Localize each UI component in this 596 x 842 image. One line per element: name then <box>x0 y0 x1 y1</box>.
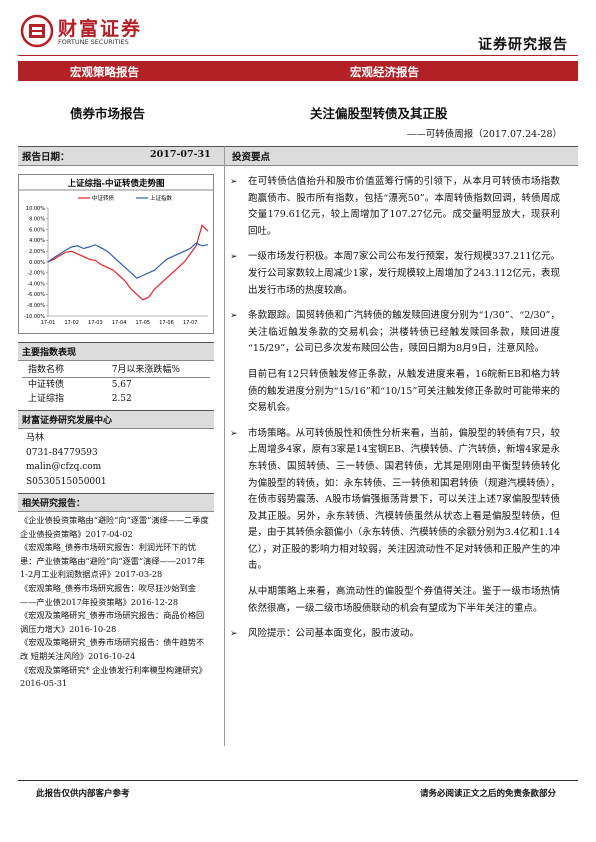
center-title: 财富证券研究发展中心 <box>18 410 214 429</box>
y-tick-label: 8.00% <box>29 217 45 223</box>
summary-item: ➢ 风险提示：公司基本面变化，股市波动。 <box>230 626 560 643</box>
y-tick-label: -8.00% <box>27 303 45 309</box>
summary-text: 条款跟踪。国贸转债和广汽转债的触发赎回进度分别为“1/30”、“2/30”，关注… <box>248 310 560 355</box>
info-bar <box>18 146 578 166</box>
summary-item: 目前已有12只转债触发修正条款，从触发进度来看，16皖新EB和格力转债的触发进度… <box>230 367 560 417</box>
summary-item: 从中期策略上来看，高流动性的偏股型个券值得关注。鉴于一级市场热情依然很高，一级二… <box>230 584 560 617</box>
related-item: 《宏观策略_债券市场研究报告：吹尽狂沙始到金——产业债2017年投资策略》201… <box>20 582 197 607</box>
table-cell: 上证综指 <box>28 394 65 404</box>
summary-text: 在可转债估值抬升和股市价值蓝筹行情的引领下，从本月可转债市场指数跑赢债市、股市所… <box>248 176 560 237</box>
report-subtitle: ——可转债周报（2017.07.24-28） <box>406 129 562 140</box>
bullet: ➢ <box>230 311 238 322</box>
logo-subtext: FORTUNE SECURITIES <box>58 38 129 46</box>
contact-line: 0731-84779593 <box>26 447 98 458</box>
summary-text: 风险提示：公司基本面变化，股市波动。 <box>248 628 420 640</box>
date-label: 报告日期： <box>22 152 70 163</box>
y-tick-label: -6.00% <box>27 292 45 298</box>
bullet: ➢ <box>230 629 238 640</box>
related-item: 《宏观及策略研究* 企业债发行利率模型构建研究》2016-05-31 <box>20 664 207 689</box>
bullet: ➢ <box>230 252 238 263</box>
table-cell: 7月以来涨跌幅% <box>111 365 180 375</box>
footer-right: 请务必阅读正文之后的免责条款部分 <box>419 789 556 799</box>
left-column: 主要指数表现指数名称 7月以来涨跌幅% 中证转债 5.67 上证综指 2.52 财富证券研究… <box>18 342 214 693</box>
table-cell: 中证转债 <box>28 380 65 390</box>
line-series <box>47 242 209 279</box>
bullet: ➢ <box>230 177 238 187</box>
legend-label: 上证指数 <box>150 194 173 202</box>
report-title: 关注偏股型转债及其正股 <box>310 106 448 121</box>
x-tick-label: 17-07 <box>183 320 198 326</box>
summary-item: ➢ 在可转债估值抬升和股市价值蓝筹行情的引领下，从本月可转债市场指数跑赢债市、股市… <box>230 174 560 240</box>
bullet: ➢ <box>230 428 238 439</box>
center-info: 马林 0731-84779593 malin@cfzq.com S0530515050… <box>18 429 214 491</box>
summary-heading: 投资要点 <box>232 152 271 163</box>
banner <box>18 61 578 81</box>
related-item: 《宏观策略_债券市场研究报告：利润光环下的忧患：产业债策略由“避险”向“逐雷”演… <box>20 542 205 580</box>
related-title: 相关研究报告： <box>18 493 214 512</box>
x-tick-label: 17-01 <box>41 320 56 326</box>
y-tick-label: 2.00% <box>29 249 45 255</box>
summary-text: 一级市场发行积极。本周7家公司公布发行预案，发行规模337.211亿元。发行公司… <box>248 251 560 296</box>
contact-line: 马林 <box>26 433 45 443</box>
y-tick-label: 4.00% <box>29 238 45 244</box>
summary: ➢ 在可转债估值抬升和股市价值蓝筹行情的引领下，从本月可转债市场指数跑赢债市、股市… <box>230 174 560 652</box>
banner-right: 宏观经济报告 <box>350 65 419 79</box>
summary-item: ➢ 一级市场发行积极。本周7家公司公布发行预案，发行规模337.211亿元。发行公… <box>230 249 560 299</box>
section-title: 债券市场报告 <box>70 106 146 121</box>
x-tick-label: 17-03 <box>88 320 103 326</box>
legend-label: 中证转债 <box>92 194 115 202</box>
summary-text: 市场策略。从可转债股性和债性分析来看，当前，偏股型的转债有7只，较上周增多4家，… <box>248 427 560 572</box>
table-title: 主要指数表现 <box>18 342 214 361</box>
x-tick-label: 17-02 <box>64 320 79 326</box>
y-tick-label: -4.00% <box>27 281 45 287</box>
summary-item: ➢ 条款跟踪。国贸转债和广汽转债的触发赎回进度分别为“1/30”、“2/30”，关… <box>230 308 560 358</box>
footer-rule <box>18 780 578 781</box>
logo-text: 财富证券 <box>58 18 143 40</box>
chart-title: 上证综指-中证转债走势图 <box>67 178 164 189</box>
column-divider <box>224 146 225 746</box>
table-row: 中证转债 5.67 <box>22 378 210 392</box>
date-value: 2017-07-31 <box>150 149 211 160</box>
summary-text: 目前已有12只转债触发修正条款，从触发进度来看，16皖新EB和格力转债的触发进度… <box>248 368 560 414</box>
index-table: 指数名称 7月以来涨跌幅% 中证转债 5.67 上证综指 2.52 <box>18 361 214 408</box>
logo-icon <box>20 14 54 48</box>
contact-line: malin@cfzq.com <box>26 462 102 472</box>
y-tick-label: 10.00% <box>26 206 45 212</box>
summary-item: ➢ 市场策略。从可转债股性和债性分析来看，当前，偏股型的转债有7只，较上周增多4家… <box>230 426 560 575</box>
table-header: 指数名称 7月以来涨跌幅% <box>22 363 210 378</box>
summary-text: 从中期策略上来看，高流动性的偏股型个券值得关注。鉴于一级市场热情依然很高，一级二… <box>248 586 560 614</box>
line-series <box>47 224 209 301</box>
x-tick-label: 17-05 <box>136 320 151 326</box>
chart: 上证综指-中证转债走势图 -10.00% -8.00% -6.00% -4.00% -2.… <box>18 174 214 334</box>
contact-line: S0530515050001 <box>26 476 107 487</box>
doc-type: 证券研究报告 <box>478 37 568 53</box>
related-item: 《宏观及策略研究_债券市场研究报告：商品价格回调压力增大》2016-10-28 <box>20 610 205 634</box>
y-tick-label: 0.00% <box>29 260 45 266</box>
table-cell: 2.52 <box>111 394 132 404</box>
table-cell: 5.67 <box>111 380 132 390</box>
y-tick-label: -2.00% <box>27 271 45 277</box>
x-tick-label: 17-04 <box>112 320 127 326</box>
related-item: 《宏观及策略研究_债券市场研究报告：债牛趋势不改 短期关注风险》2016-10-… <box>20 637 205 661</box>
y-tick-label: 6.00% <box>29 227 45 233</box>
rule <box>18 55 578 56</box>
table-row: 上证综指 2.52 <box>22 392 210 406</box>
y-tick-label: -10.00% <box>24 314 45 320</box>
table-cell: 指数名称 <box>28 365 65 375</box>
x-tick-label: 17-06 <box>159 320 174 326</box>
footer-left: 此报告仅供内部客户参考 <box>36 789 130 799</box>
related-item: 《企业债投资策略由“避险”向“逐雷”演绎——二季度企业债投资策略》2017-04… <box>20 515 209 539</box>
chart-frame <box>18 174 214 334</box>
banner-left: 宏观策略报告 <box>70 65 139 79</box>
related-list: 《企业债投资策略由“避险”向“逐雷”演绎——二季度企业债投资策略》2017-04… <box>18 512 214 693</box>
